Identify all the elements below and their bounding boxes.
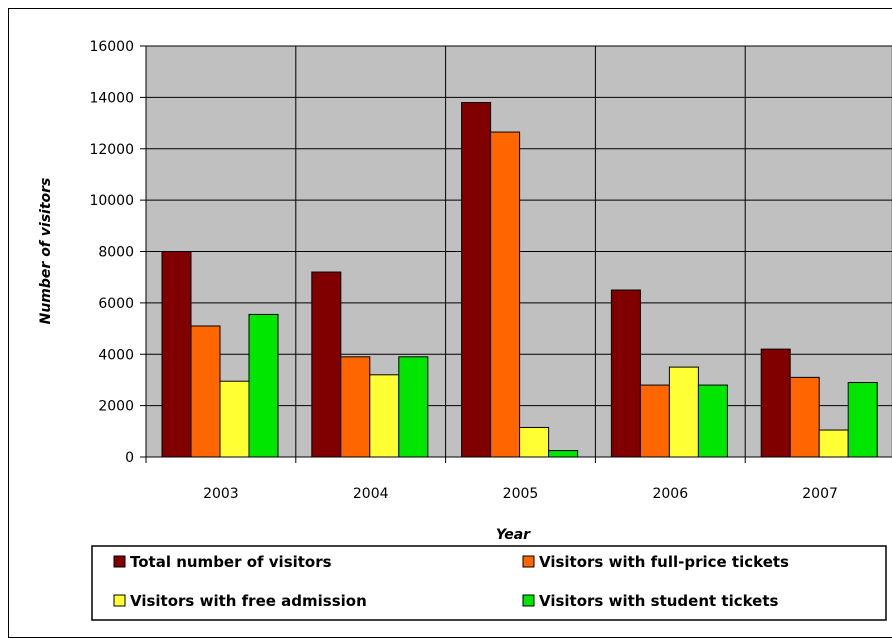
y-axis-title: Number of visitors [38,178,54,325]
bar-2004-series-2 [340,356,371,458]
legend-label: Visitors with student tickets [539,592,779,610]
x-tick-label: 2005 [503,486,539,502]
y-axis-ticks: 0 2000 4000 6000 8000 10000 12000 14000 16000 [89,39,147,466]
bar-2004-series-1 [311,271,342,458]
bar-2005-series-3 [519,426,550,458]
bar-2005-series-4 [548,450,579,458]
y-tick-label: 8000 [98,245,134,261]
x-tick-label: 2007 [802,486,838,502]
bar-2007-series-1 [760,348,791,458]
legend-label: Total number of visitors [130,553,332,571]
bar-2007-series-4 [847,382,878,458]
bar-2003-series-3 [219,380,250,458]
bar-2006-series-4 [697,384,728,458]
y-tick-label: 10000 [89,193,134,209]
y-tick-label: 16000 [89,39,134,55]
bar-2006-series-3 [668,366,699,458]
bar-2003-series-2 [190,325,221,458]
bar-2007-series-3 [818,429,849,458]
bar-2004-series-4 [398,356,429,458]
bar-2003-series-1 [161,251,192,458]
y-tick-label: 6000 [98,296,134,312]
bar-2007-series-2 [789,376,820,458]
legend-swatch [113,555,126,568]
y-tick-label: 0 [125,450,134,466]
bar-2004-series-3 [369,374,400,458]
legend-swatch [522,555,535,568]
x-tick-label: 2004 [353,486,389,502]
bar-2006-series-2 [639,384,670,458]
legend: Total number of visitors Visitors with fu… [91,545,887,621]
y-tick-label: 12000 [89,142,134,158]
legend-label: Visitors with free admission [130,592,367,610]
legend-label: Visitors with full-price tickets [539,553,789,571]
bar-2005-series-1 [461,102,492,458]
bar-2003-series-4 [248,313,279,458]
x-tick-label: 2006 [652,486,688,502]
x-axis-title: Year [496,527,531,543]
bar-2006-series-1 [610,289,641,458]
legend-box [91,545,887,621]
x-tick-label: 2003 [203,486,239,502]
y-tick-label: 4000 [98,347,134,363]
legend-swatch [522,594,535,607]
y-tick-label: 14000 [89,90,134,106]
bars [161,102,878,458]
y-tick-label: 2000 [98,399,134,415]
legend-swatch [113,594,126,607]
x-axis-ticks: 2003 2004 2005 2006 2007 [145,456,892,502]
bar-2005-series-2 [490,131,521,458]
